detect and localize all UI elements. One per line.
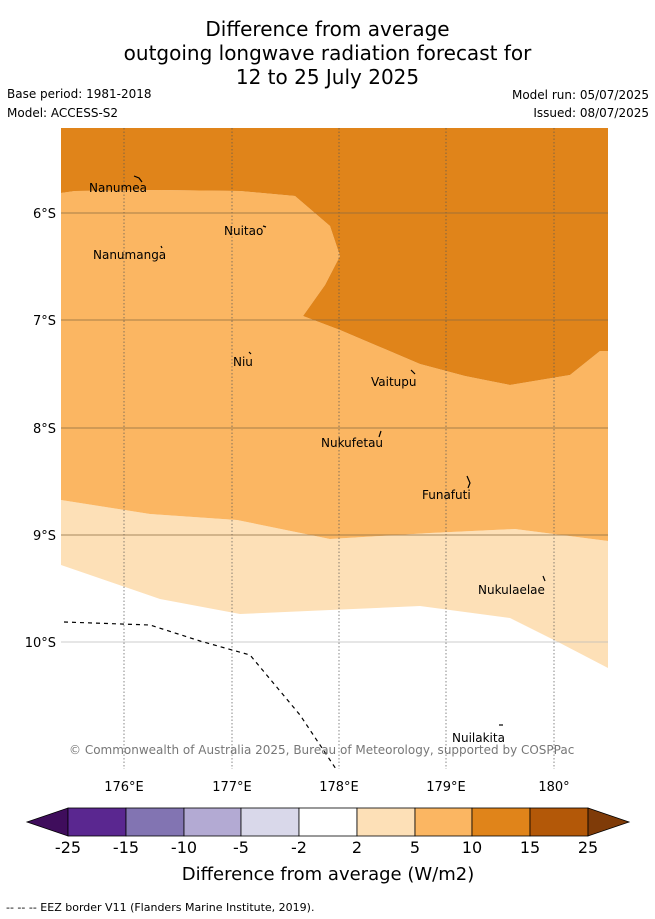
lat-tick-6s: 6°S	[33, 207, 56, 222]
island-label-vaitupu: Vaitupu	[371, 375, 417, 389]
colorbar-tick-2: 2	[352, 838, 362, 857]
lat-tick-10s: 10°S	[25, 636, 56, 651]
island-label-nanumanga: Nanumanga	[93, 248, 166, 262]
colorbar-bin-5-10	[414, 807, 473, 837]
colorbar-bin-neg10-neg5	[183, 807, 242, 837]
title-line-1: Difference from average	[205, 17, 450, 41]
colorbar-title: Difference from average (W/m2)	[182, 864, 474, 885]
lat-tick-8s: 8°S	[33, 422, 56, 437]
island-label-nuilakita: Nuilakita	[452, 731, 505, 745]
lon-tick-labels: 176°E 177°E 178°E 179°E 180°	[104, 780, 569, 795]
band-10-15	[61, 128, 608, 385]
lon-tick-177e: 177°E	[212, 780, 252, 795]
eez-footnote: -- -- -- EEZ border V11 (Flanders Marine…	[6, 901, 314, 914]
base-period: Base period: 1981-2018	[7, 87, 152, 101]
model-name: Model: ACCESS-S2	[7, 106, 119, 120]
colorbar-extend-high	[587, 807, 631, 837]
coastline-vaitupu	[410, 369, 416, 375]
colorbar-tick-neg2: -2	[291, 838, 307, 857]
title-line-2: outgoing longwave radiation forecast for	[123, 41, 532, 65]
island-label-nukufetau: Nukufetau	[321, 436, 383, 450]
colorbar-tick-neg5: -5	[233, 838, 249, 857]
colorbar-tick-labels: -25 -15 -10 -5 -2 2 5 10 15 25	[55, 838, 598, 857]
coastline-nukulaelae	[542, 575, 546, 582]
colorbar-tick-neg15: -15	[113, 838, 139, 857]
coastline-funafuti	[466, 475, 471, 489]
island-label-nukulaelae: Nukulaelae	[478, 583, 545, 597]
colorbar-bin-neg25-neg15	[67, 807, 127, 837]
map-panel	[61, 128, 608, 769]
lat-tick-7s: 7°S	[33, 314, 56, 329]
lat-tick-9s: 9°S	[33, 529, 56, 544]
graticule	[61, 128, 608, 769]
island-label-funafuti: Funafuti	[422, 488, 471, 502]
island-labels: Nanumea Nuitao Nanumanga Niu Vaitupu Nuk…	[89, 181, 545, 745]
island-label-nanumea: Nanumea	[89, 181, 147, 195]
colorbar-extend-low	[25, 807, 69, 837]
island-label-nuitao: Nuitao	[224, 224, 263, 238]
lon-tick-180: 180°	[538, 780, 569, 795]
lat-tick-labels: 6°S 7°S 8°S 9°S 10°S	[25, 207, 56, 651]
colorbar-tick-5: 5	[410, 838, 420, 857]
lon-tick-179e: 179°E	[426, 780, 466, 795]
colorbar-tick-neg10: -10	[171, 838, 197, 857]
colorbar-tick-10: 10	[462, 838, 482, 857]
coastline-nuitao	[262, 225, 267, 228]
lon-tick-178e: 178°E	[319, 780, 359, 795]
band-5-10	[61, 190, 608, 541]
model-run: Model run: 05/07/2025	[511, 88, 649, 102]
island-label-niu: Niu	[233, 355, 253, 369]
colorbar-tick-15: 15	[520, 838, 540, 857]
colorbar-bin-neg15-neg10	[125, 807, 185, 837]
issued-date: Issued: 08/07/2025	[533, 106, 649, 120]
colorbar-tick-25: 25	[578, 838, 598, 857]
coastline-nukufetau	[378, 430, 382, 438]
colorbar-bin-neg5-neg2	[240, 807, 300, 837]
colorbar	[25, 807, 631, 837]
copyright-notice: © Commonwealth of Australia 2025, Bureau…	[69, 743, 574, 757]
coastline-niu	[248, 351, 252, 355]
title-line-3: 12 to 25 July 2025	[235, 65, 420, 89]
colorbar-bin-15-25	[529, 807, 589, 837]
lon-tick-176e: 176°E	[104, 780, 144, 795]
band-2-5	[61, 500, 608, 668]
colorbar-tick-neg25: -25	[55, 838, 81, 857]
colorbar-bin-neg2-2	[298, 807, 358, 837]
island-coastlines	[133, 175, 546, 726]
coastline-nanumea	[133, 175, 143, 183]
colorbar-bin-10-15	[471, 807, 531, 837]
coastline-nanumanga	[160, 245, 163, 249]
colorbar-bin-2-5	[356, 807, 416, 837]
